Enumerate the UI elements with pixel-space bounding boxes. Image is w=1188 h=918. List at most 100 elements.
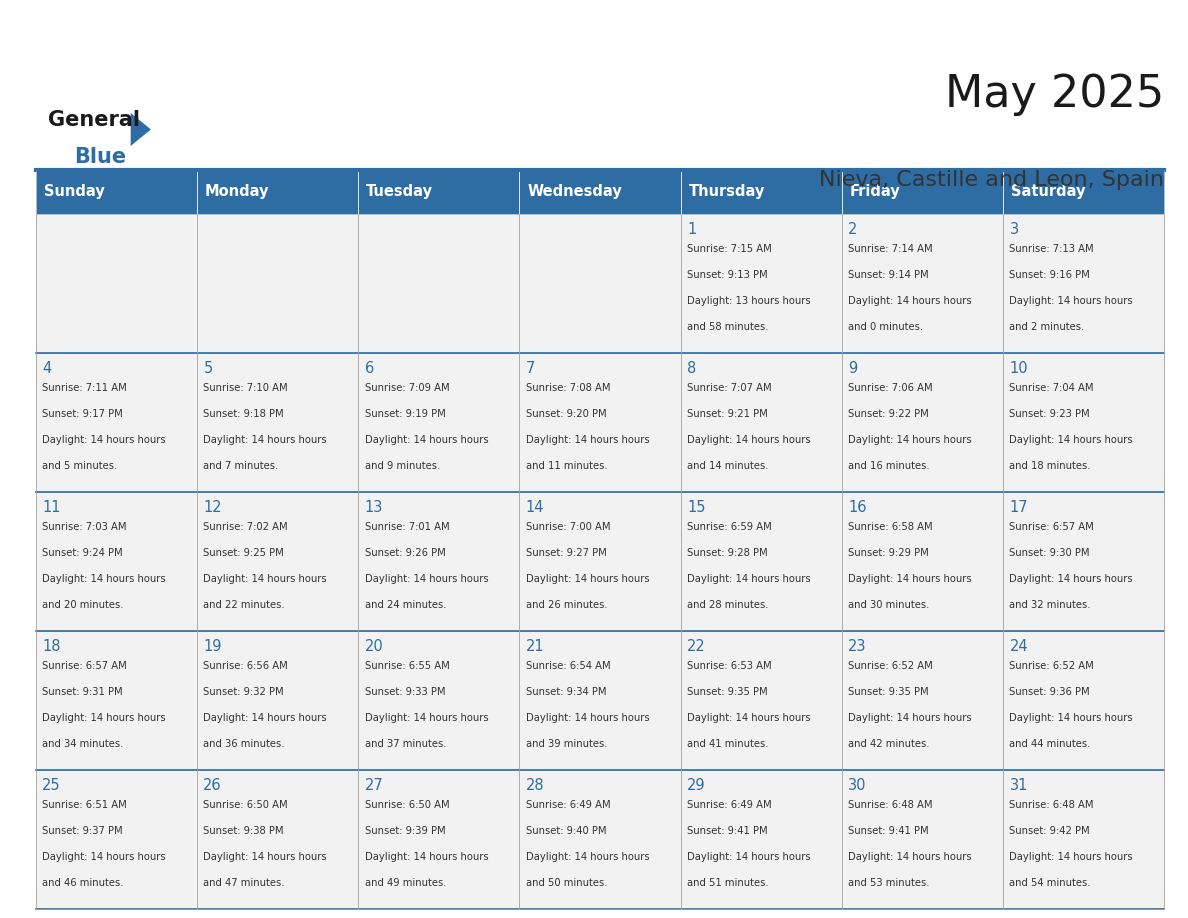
Text: Sunrise: 7:06 AM: Sunrise: 7:06 AM: [848, 384, 933, 394]
FancyBboxPatch shape: [681, 353, 842, 492]
Text: and 47 minutes.: and 47 minutes.: [203, 878, 285, 888]
Text: 16: 16: [848, 500, 867, 515]
Text: Daylight: 14 hours hours: Daylight: 14 hours hours: [365, 574, 488, 584]
Text: Sunset: 9:16 PM: Sunset: 9:16 PM: [1010, 270, 1091, 280]
Text: and 54 minutes.: and 54 minutes.: [1010, 878, 1091, 888]
Text: Sunrise: 6:58 AM: Sunrise: 6:58 AM: [848, 522, 933, 532]
Text: and 22 minutes.: and 22 minutes.: [203, 599, 285, 610]
Text: 22: 22: [687, 639, 706, 655]
Text: Daylight: 14 hours hours: Daylight: 14 hours hours: [1010, 574, 1133, 584]
FancyBboxPatch shape: [1003, 170, 1164, 214]
Text: and 9 minutes.: and 9 minutes.: [365, 461, 440, 471]
Text: Daylight: 14 hours hours: Daylight: 14 hours hours: [203, 852, 327, 862]
Text: Daylight: 14 hours hours: Daylight: 14 hours hours: [42, 852, 165, 862]
Text: Sunrise: 7:11 AM: Sunrise: 7:11 AM: [42, 384, 127, 394]
FancyBboxPatch shape: [36, 214, 197, 353]
FancyBboxPatch shape: [197, 214, 358, 353]
Text: and 32 minutes.: and 32 minutes.: [1010, 599, 1091, 610]
FancyBboxPatch shape: [842, 770, 1003, 909]
FancyBboxPatch shape: [681, 631, 842, 770]
FancyBboxPatch shape: [519, 492, 681, 631]
Text: 11: 11: [42, 500, 61, 515]
Text: 7: 7: [526, 361, 535, 376]
FancyBboxPatch shape: [358, 214, 519, 353]
FancyBboxPatch shape: [36, 170, 197, 214]
Text: and 11 minutes.: and 11 minutes.: [526, 461, 607, 471]
Text: and 46 minutes.: and 46 minutes.: [42, 878, 124, 888]
Text: Sunrise: 6:57 AM: Sunrise: 6:57 AM: [42, 662, 127, 671]
Text: Daylight: 14 hours hours: Daylight: 14 hours hours: [526, 435, 650, 445]
Text: Sunset: 9:41 PM: Sunset: 9:41 PM: [848, 826, 929, 836]
FancyBboxPatch shape: [519, 170, 681, 214]
Text: Daylight: 14 hours hours: Daylight: 14 hours hours: [42, 574, 165, 584]
Text: 20: 20: [365, 639, 384, 655]
Text: Sunset: 9:41 PM: Sunset: 9:41 PM: [687, 826, 767, 836]
Text: and 5 minutes.: and 5 minutes.: [42, 461, 118, 471]
Text: and 39 minutes.: and 39 minutes.: [526, 739, 607, 748]
Text: Daylight: 14 hours hours: Daylight: 14 hours hours: [526, 713, 650, 722]
Text: 13: 13: [365, 500, 383, 515]
Text: 31: 31: [1010, 778, 1028, 793]
Text: Wednesday: Wednesday: [527, 185, 623, 199]
Text: 24: 24: [1010, 639, 1028, 655]
Text: and 2 minutes.: and 2 minutes.: [1010, 321, 1085, 331]
Text: 29: 29: [687, 778, 706, 793]
Text: Sunrise: 6:55 AM: Sunrise: 6:55 AM: [365, 662, 449, 671]
Text: 2: 2: [848, 222, 858, 237]
Text: Daylight: 14 hours hours: Daylight: 14 hours hours: [42, 713, 165, 722]
Text: Sunset: 9:30 PM: Sunset: 9:30 PM: [1010, 548, 1089, 558]
Text: and 36 minutes.: and 36 minutes.: [203, 739, 285, 748]
Text: Sunrise: 7:13 AM: Sunrise: 7:13 AM: [1010, 244, 1094, 254]
Text: 14: 14: [526, 500, 544, 515]
Text: 17: 17: [1010, 500, 1028, 515]
Text: Daylight: 14 hours hours: Daylight: 14 hours hours: [365, 713, 488, 722]
Text: 3: 3: [1010, 222, 1018, 237]
Text: Sunrise: 6:52 AM: Sunrise: 6:52 AM: [1010, 662, 1094, 671]
Text: 10: 10: [1010, 361, 1028, 376]
Text: Sunrise: 6:57 AM: Sunrise: 6:57 AM: [1010, 522, 1094, 532]
Text: Sunrise: 7:09 AM: Sunrise: 7:09 AM: [365, 384, 449, 394]
Text: Sunset: 9:33 PM: Sunset: 9:33 PM: [365, 688, 446, 697]
Text: Sunset: 9:36 PM: Sunset: 9:36 PM: [1010, 688, 1091, 697]
Text: 5: 5: [203, 361, 213, 376]
Text: Sunrise: 6:53 AM: Sunrise: 6:53 AM: [687, 662, 772, 671]
Text: Sunrise: 6:56 AM: Sunrise: 6:56 AM: [203, 662, 287, 671]
Text: Sunrise: 6:49 AM: Sunrise: 6:49 AM: [526, 800, 611, 811]
Text: 9: 9: [848, 361, 858, 376]
Text: Sunset: 9:24 PM: Sunset: 9:24 PM: [42, 548, 122, 558]
Text: Sunset: 9:26 PM: Sunset: 9:26 PM: [365, 548, 446, 558]
FancyBboxPatch shape: [197, 770, 358, 909]
Text: Sunset: 9:21 PM: Sunset: 9:21 PM: [687, 409, 767, 420]
Text: and 16 minutes.: and 16 minutes.: [848, 461, 930, 471]
Text: Sunset: 9:37 PM: Sunset: 9:37 PM: [42, 826, 122, 836]
Text: and 7 minutes.: and 7 minutes.: [203, 461, 278, 471]
Text: 19: 19: [203, 639, 222, 655]
Text: Daylight: 14 hours hours: Daylight: 14 hours hours: [687, 852, 810, 862]
FancyBboxPatch shape: [197, 170, 358, 214]
Text: Daylight: 14 hours hours: Daylight: 14 hours hours: [687, 574, 810, 584]
Text: Daylight: 14 hours hours: Daylight: 14 hours hours: [203, 435, 327, 445]
Text: Sunset: 9:35 PM: Sunset: 9:35 PM: [687, 688, 767, 697]
FancyBboxPatch shape: [842, 214, 1003, 353]
Text: Sunset: 9:14 PM: Sunset: 9:14 PM: [848, 270, 929, 280]
FancyBboxPatch shape: [681, 214, 842, 353]
Text: Sunrise: 6:49 AM: Sunrise: 6:49 AM: [687, 800, 772, 811]
Text: and 34 minutes.: and 34 minutes.: [42, 739, 124, 748]
Text: Sunrise: 7:08 AM: Sunrise: 7:08 AM: [526, 384, 611, 394]
FancyBboxPatch shape: [358, 353, 519, 492]
Text: Saturday: Saturday: [1011, 185, 1086, 199]
Polygon shape: [131, 113, 151, 146]
Text: Daylight: 14 hours hours: Daylight: 14 hours hours: [1010, 435, 1133, 445]
Text: Nieva, Castille and Leon, Spain: Nieva, Castille and Leon, Spain: [820, 170, 1164, 190]
Text: Daylight: 14 hours hours: Daylight: 14 hours hours: [848, 852, 972, 862]
Text: Daylight: 14 hours hours: Daylight: 14 hours hours: [1010, 296, 1133, 306]
Text: Blue: Blue: [74, 147, 126, 167]
Text: Sunrise: 7:14 AM: Sunrise: 7:14 AM: [848, 244, 933, 254]
Text: Daylight: 14 hours hours: Daylight: 14 hours hours: [848, 435, 972, 445]
Text: and 41 minutes.: and 41 minutes.: [687, 739, 769, 748]
Text: and 50 minutes.: and 50 minutes.: [526, 878, 607, 888]
Text: and 53 minutes.: and 53 minutes.: [848, 878, 930, 888]
FancyBboxPatch shape: [1003, 492, 1164, 631]
Text: Sunrise: 7:15 AM: Sunrise: 7:15 AM: [687, 244, 772, 254]
Text: May 2025: May 2025: [944, 73, 1164, 117]
